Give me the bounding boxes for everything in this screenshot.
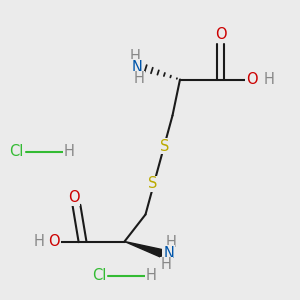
Text: H: H bbox=[64, 144, 74, 159]
Polygon shape bbox=[124, 242, 163, 257]
Text: H: H bbox=[146, 268, 157, 284]
Text: Cl: Cl bbox=[9, 144, 24, 159]
Text: S: S bbox=[160, 139, 170, 154]
Text: O: O bbox=[215, 27, 226, 42]
Text: S: S bbox=[148, 176, 158, 191]
Text: O: O bbox=[68, 190, 79, 206]
Text: Cl: Cl bbox=[92, 268, 106, 284]
Text: N: N bbox=[163, 246, 174, 261]
Text: O: O bbox=[48, 234, 60, 249]
Text: N: N bbox=[132, 60, 142, 75]
Text: H: H bbox=[130, 49, 140, 64]
Text: H: H bbox=[264, 72, 274, 87]
Text: H: H bbox=[161, 257, 172, 272]
Text: H: H bbox=[34, 234, 44, 249]
Text: H: H bbox=[134, 71, 144, 86]
Text: H: H bbox=[166, 235, 176, 250]
Text: O: O bbox=[246, 72, 258, 87]
